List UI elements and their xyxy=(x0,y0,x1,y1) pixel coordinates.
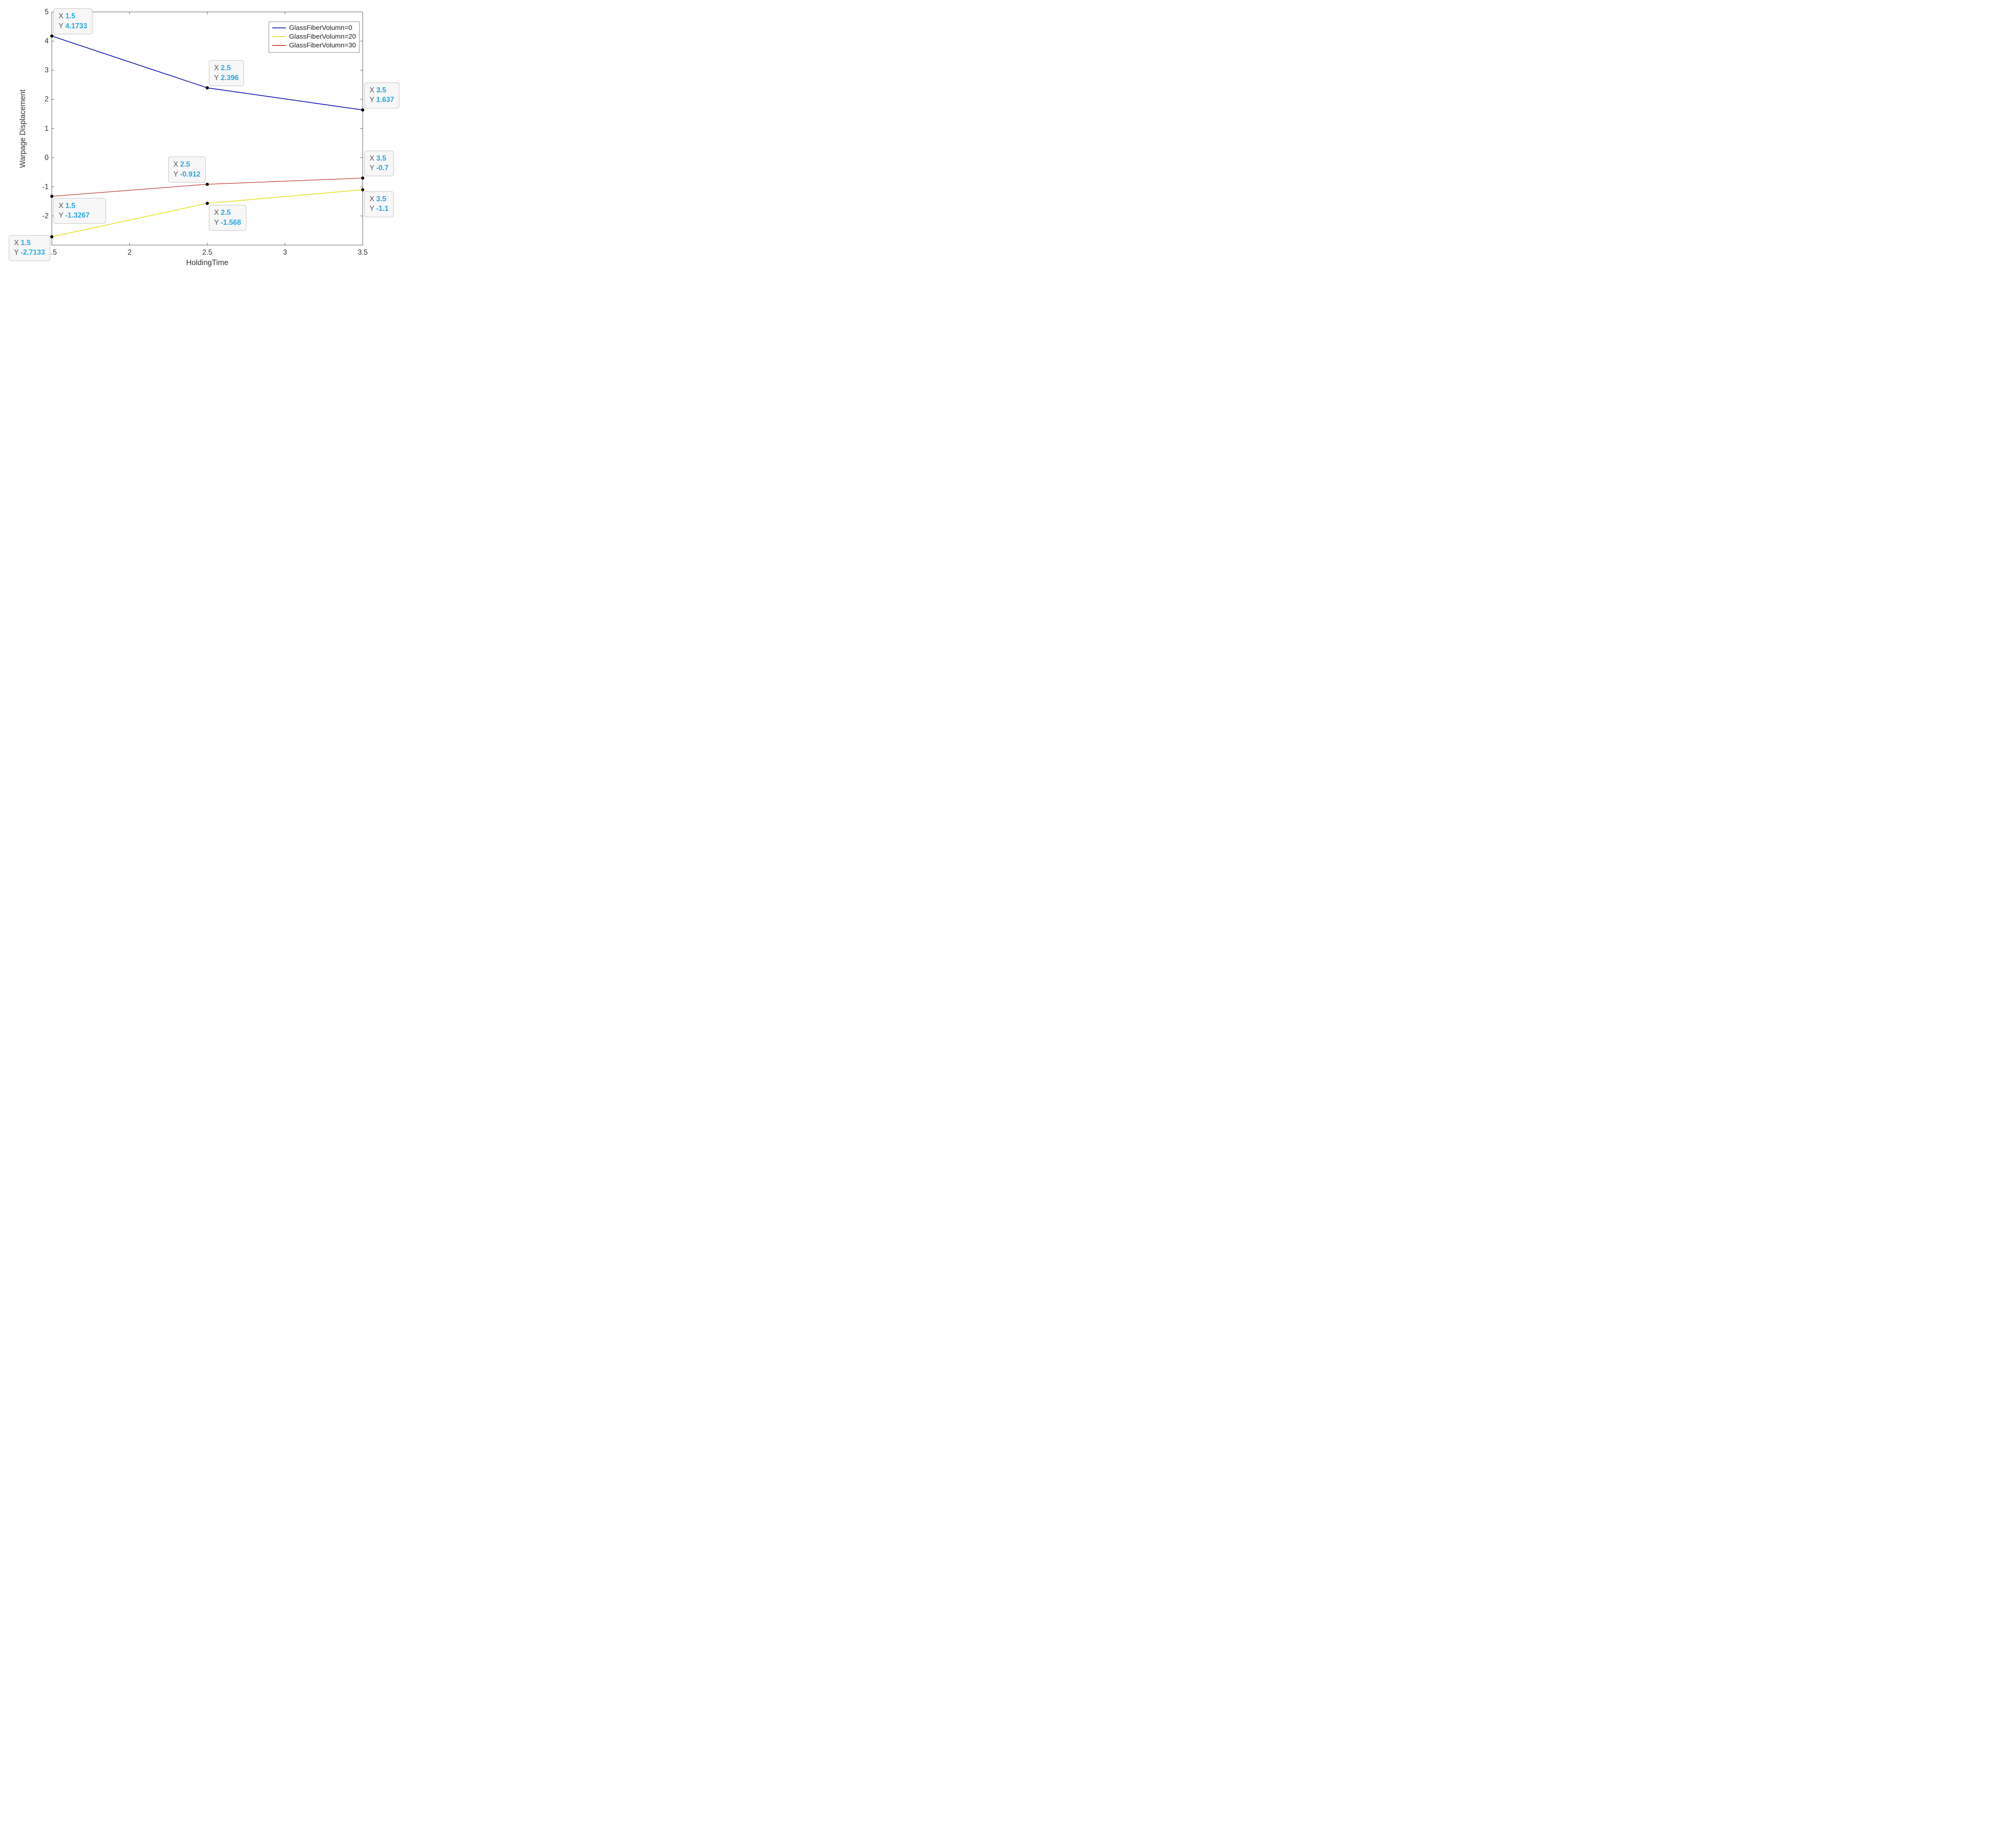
y-tick-label: 3 xyxy=(45,66,49,75)
datatip-y-value: 1.637 xyxy=(376,96,394,104)
datatip-y-value: -2.7133 xyxy=(21,248,45,256)
datatip[interactable]: X 2.5Y -0.912 xyxy=(168,157,206,183)
warpage-chart: 1.522.533.5-3-2-1012345HoldingTimeWarpag… xyxy=(4,4,387,275)
legend-label: GlassFiberVolumn=30 xyxy=(289,41,356,49)
legend-swatch xyxy=(272,45,286,46)
datatip-x-value: 1.5 xyxy=(65,202,75,210)
legend-item: GlassFiberVolumn=30 xyxy=(272,41,356,50)
x-axis-label: HoldingTime xyxy=(186,259,228,267)
datatip-y-value: -0.7 xyxy=(376,164,389,172)
datatip[interactable]: X 2.5Y 2.396 xyxy=(209,60,244,86)
x-tick-label: 2 xyxy=(128,248,132,257)
legend: GlassFiberVolumn=0GlassFiberVolumn=20Gla… xyxy=(269,22,360,53)
datatip-x-value: 3.5 xyxy=(376,86,386,94)
legend-swatch xyxy=(272,27,286,28)
datatip[interactable]: X 1.5Y -1.3267 xyxy=(53,198,106,224)
datatip-x-value: 3.5 xyxy=(376,154,386,162)
datatip-y-value: -1.3267 xyxy=(65,211,90,219)
legend-label: GlassFiberVolumn=0 xyxy=(289,24,352,32)
datatip-x-value: 1.5 xyxy=(21,239,31,247)
y-tick-label: 2 xyxy=(45,95,49,104)
y-tick-label: 0 xyxy=(45,153,49,162)
legend-label: GlassFiberVolumn=20 xyxy=(289,33,356,41)
datatip-y-value: 4.1733 xyxy=(65,22,87,30)
legend-item: GlassFiberVolumn=20 xyxy=(272,32,356,41)
x-tick-label: 3.5 xyxy=(358,248,368,257)
datatip[interactable]: X 3.5Y -0.7 xyxy=(364,151,394,177)
datatip[interactable]: X 3.5Y -1.1 xyxy=(364,191,394,217)
datatip[interactable]: X 1.5Y 4.1733 xyxy=(53,8,92,34)
y-tick-label: 1 xyxy=(45,124,49,133)
y-axis-label: Warpage Displacement xyxy=(19,89,28,168)
datatip-x-value: 3.5 xyxy=(376,195,386,203)
datatip-x-value: 2.5 xyxy=(180,160,190,168)
legend-swatch xyxy=(272,36,286,37)
datatip-x-value: 2.5 xyxy=(221,64,231,72)
y-tick-label: -1 xyxy=(42,183,49,191)
datatip-y-value: -1.1 xyxy=(376,204,389,212)
legend-item: GlassFiberVolumn=0 xyxy=(272,24,356,32)
x-tick-label: 2.5 xyxy=(202,248,212,257)
datatip-y-value: -0.912 xyxy=(180,170,200,178)
datatip-y-value: -1.568 xyxy=(221,218,241,226)
datatip-y-value: 2.396 xyxy=(221,74,239,82)
datatip[interactable]: X 1.5Y -2.7133 xyxy=(9,235,50,261)
datatip-x-value: 2.5 xyxy=(221,208,231,216)
datatip[interactable]: X 2.5Y -1.568 xyxy=(209,205,246,231)
x-tick-label: 3 xyxy=(283,248,287,257)
datatip[interactable]: X 3.5Y 1.637 xyxy=(364,82,399,108)
y-tick-label: -2 xyxy=(42,212,49,220)
y-tick-label: 4 xyxy=(45,37,49,45)
datatip-x-value: 1.5 xyxy=(65,12,75,20)
y-tick-label: 5 xyxy=(45,8,49,16)
